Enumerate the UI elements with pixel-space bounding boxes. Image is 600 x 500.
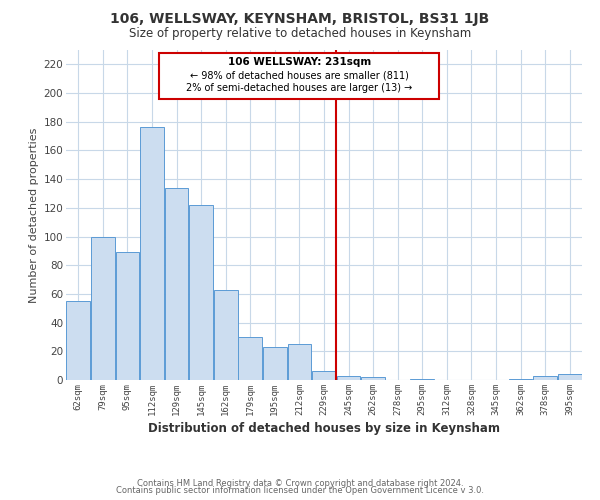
Bar: [116, 252, 139, 380]
Bar: [263, 347, 287, 380]
Bar: [91, 236, 115, 380]
X-axis label: Distribution of detached houses by size in Keynsham: Distribution of detached houses by size …: [148, 422, 500, 435]
Bar: [533, 376, 557, 380]
Bar: [140, 128, 164, 380]
Bar: [164, 188, 188, 380]
Bar: [509, 378, 532, 380]
Text: Contains public sector information licensed under the Open Government Licence v : Contains public sector information licen…: [116, 486, 484, 495]
Bar: [337, 376, 361, 380]
Bar: [189, 205, 213, 380]
FancyBboxPatch shape: [160, 53, 439, 99]
Text: ← 98% of detached houses are smaller (811): ← 98% of detached houses are smaller (81…: [190, 70, 409, 80]
Bar: [214, 290, 238, 380]
Text: 2% of semi-detached houses are larger (13) →: 2% of semi-detached houses are larger (1…: [187, 83, 413, 93]
Bar: [287, 344, 311, 380]
Y-axis label: Number of detached properties: Number of detached properties: [29, 128, 40, 302]
Text: Contains HM Land Registry data © Crown copyright and database right 2024.: Contains HM Land Registry data © Crown c…: [137, 478, 463, 488]
Text: 106, WELLSWAY, KEYNSHAM, BRISTOL, BS31 1JB: 106, WELLSWAY, KEYNSHAM, BRISTOL, BS31 1…: [110, 12, 490, 26]
Bar: [410, 378, 434, 380]
Bar: [312, 372, 336, 380]
Bar: [361, 377, 385, 380]
Bar: [67, 301, 90, 380]
Bar: [558, 374, 581, 380]
Text: Size of property relative to detached houses in Keynsham: Size of property relative to detached ho…: [129, 28, 471, 40]
Text: 106 WELLSWAY: 231sqm: 106 WELLSWAY: 231sqm: [228, 57, 371, 67]
Bar: [238, 337, 262, 380]
